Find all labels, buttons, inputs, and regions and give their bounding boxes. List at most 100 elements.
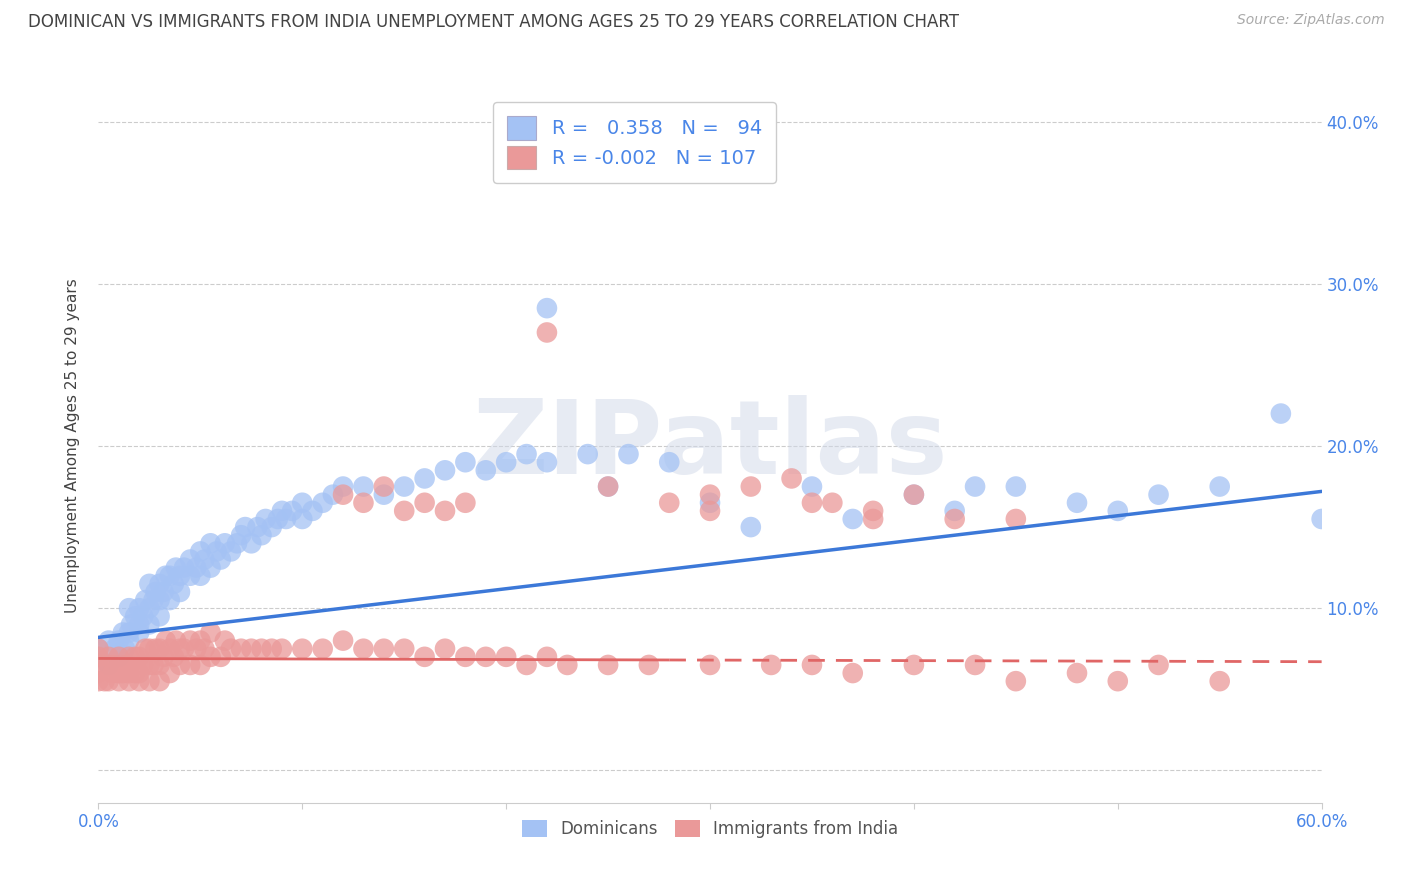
Point: [219, 544, 242, 558]
Point: [163, 577, 186, 591]
Point: [270, 504, 294, 518]
Point: [138, 601, 160, 615]
Point: [231, 641, 253, 656]
Point: [373, 479, 395, 493]
Point: [658, 496, 681, 510]
Point: [188, 544, 212, 558]
Point: [97, 657, 120, 672]
Point: [434, 641, 457, 656]
Point: [108, 633, 131, 648]
Point: [740, 520, 762, 534]
Point: [149, 593, 172, 607]
Point: [163, 649, 186, 664]
Point: [1209, 479, 1232, 493]
Point: [97, 674, 120, 689]
Point: [434, 463, 457, 477]
Point: [169, 568, 191, 582]
Point: [699, 504, 721, 518]
Point: [111, 666, 134, 681]
Point: [149, 577, 172, 591]
Point: [97, 633, 120, 648]
Point: [104, 641, 127, 656]
Point: [352, 641, 374, 656]
Point: [373, 488, 395, 502]
Point: [118, 625, 141, 640]
Point: [152, 649, 174, 664]
Point: [516, 447, 538, 461]
Point: [128, 625, 150, 640]
Point: [132, 657, 155, 672]
Point: [943, 512, 966, 526]
Point: [159, 666, 181, 681]
Point: [291, 641, 314, 656]
Point: [1066, 666, 1088, 681]
Point: [841, 512, 863, 526]
Point: [943, 504, 966, 518]
Point: [260, 520, 283, 534]
Legend: Dominicans, Immigrants from India: Dominicans, Immigrants from India: [516, 813, 904, 845]
Point: [114, 641, 136, 656]
Point: [118, 674, 141, 689]
Point: [159, 641, 181, 656]
Point: [1004, 674, 1026, 689]
Point: [780, 471, 803, 485]
Point: [699, 657, 721, 672]
Point: [617, 447, 640, 461]
Point: [128, 666, 150, 681]
Point: [699, 496, 721, 510]
Point: [1147, 657, 1170, 672]
Point: [101, 666, 124, 681]
Point: [188, 568, 212, 582]
Point: [205, 544, 228, 558]
Point: [536, 326, 558, 340]
Point: [821, 496, 844, 510]
Point: [134, 593, 156, 607]
Point: [474, 649, 498, 664]
Point: [165, 633, 187, 648]
Point: [142, 657, 165, 672]
Point: [138, 617, 160, 632]
Point: [373, 641, 395, 656]
Point: [145, 585, 167, 599]
Point: [149, 657, 172, 672]
Point: [862, 512, 884, 526]
Point: [903, 488, 925, 502]
Point: [128, 649, 150, 664]
Point: [267, 512, 290, 526]
Point: [312, 496, 335, 510]
Point: [270, 641, 294, 656]
Point: [193, 552, 215, 566]
Point: [801, 479, 824, 493]
Point: [903, 488, 925, 502]
Text: ZIPatlas: ZIPatlas: [472, 395, 948, 497]
Point: [159, 593, 181, 607]
Point: [1004, 479, 1026, 493]
Point: [965, 479, 987, 493]
Point: [87, 649, 110, 664]
Point: [188, 633, 212, 648]
Point: [108, 666, 131, 681]
Point: [1107, 504, 1129, 518]
Point: [200, 649, 222, 664]
Point: [1270, 407, 1292, 421]
Point: [332, 633, 354, 648]
Point: [219, 641, 242, 656]
Point: [598, 657, 620, 672]
Point: [169, 641, 191, 656]
Point: [87, 649, 110, 664]
Point: [555, 657, 579, 672]
Point: [200, 560, 222, 574]
Point: [179, 568, 201, 582]
Point: [240, 641, 263, 656]
Point: [155, 633, 177, 648]
Point: [118, 601, 141, 615]
Point: [209, 552, 232, 566]
Point: [598, 479, 620, 493]
Point: [454, 455, 477, 469]
Point: [352, 479, 374, 493]
Point: [138, 657, 160, 672]
Point: [246, 520, 269, 534]
Point: [740, 479, 762, 493]
Point: [165, 560, 187, 574]
Point: [108, 649, 131, 664]
